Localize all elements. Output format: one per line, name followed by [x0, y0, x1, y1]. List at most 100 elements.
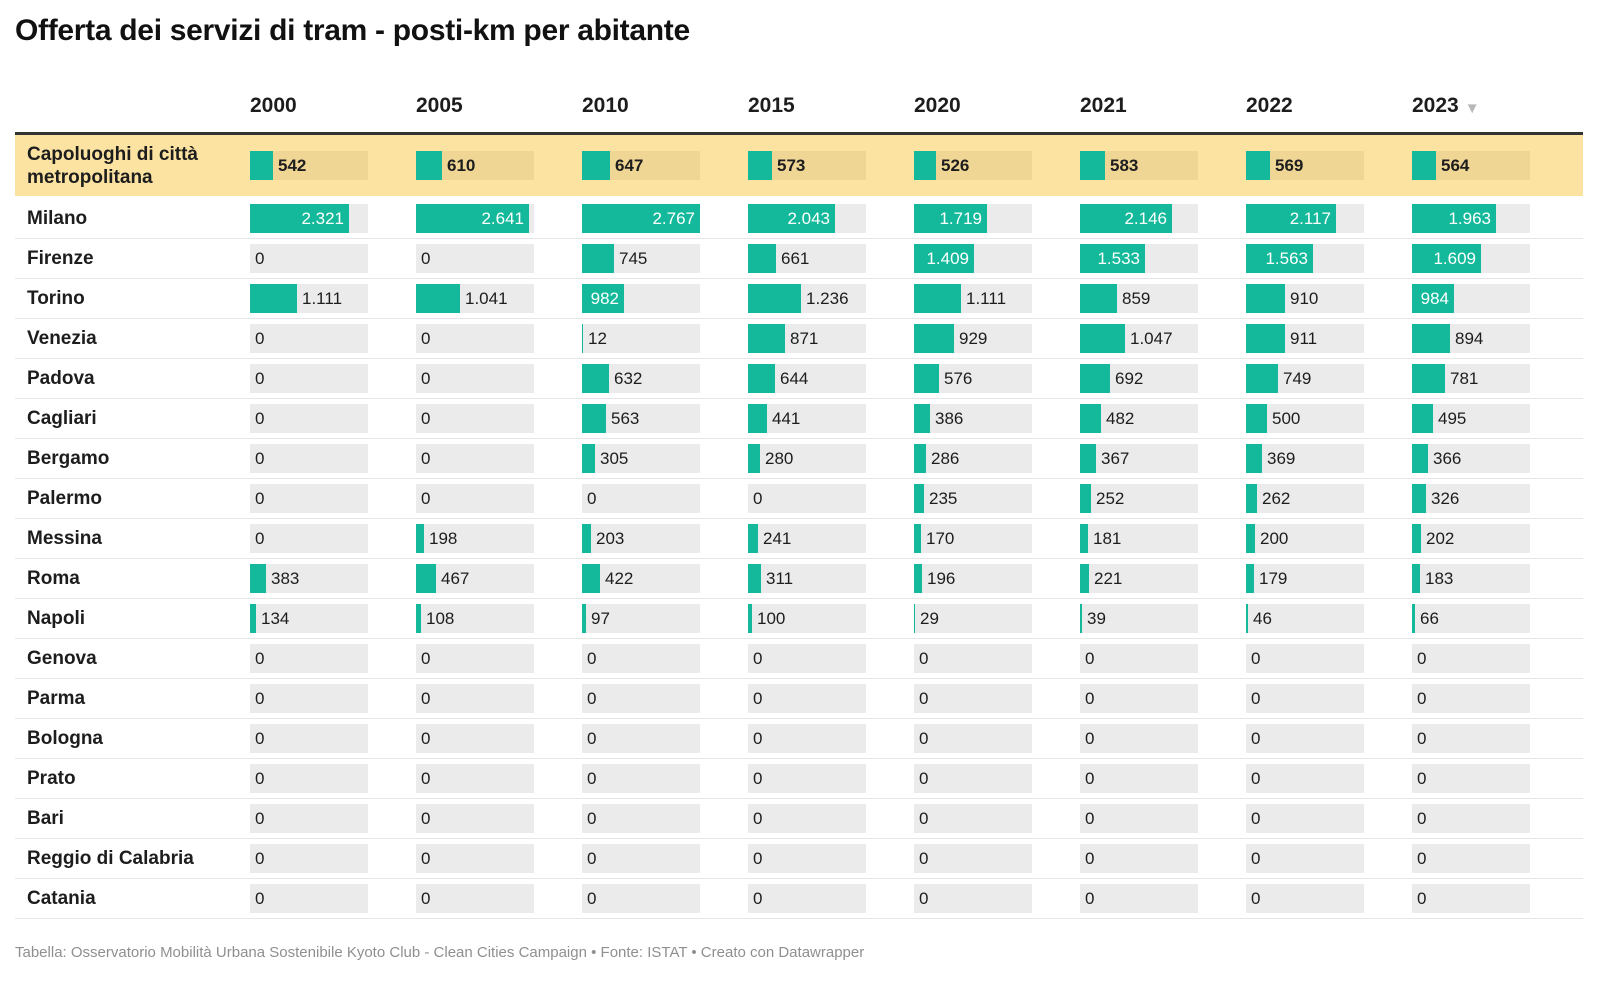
data-bar [1080, 364, 1110, 393]
bar-cell: 0 [582, 719, 700, 758]
bar-value-label: 692 [1115, 368, 1144, 388]
table-row: Genova 0 0 0 0 0 0 0 0 [15, 639, 1583, 679]
bar-track: 0 [582, 684, 700, 713]
data-bar [1080, 524, 1088, 553]
data-bar [582, 444, 595, 473]
bar-value-label: 196 [927, 568, 956, 588]
column-header-2023[interactable]: 2023 ▼ [1412, 94, 1480, 118]
bar-cell: 262 [1246, 479, 1364, 518]
bar-value-label: 221 [1094, 568, 1123, 588]
bar-value-label: 200 [1260, 528, 1289, 548]
bar-track: 280 [748, 444, 866, 473]
column-header-2020[interactable]: 2020 [914, 94, 961, 118]
bar-cell: 0 [914, 839, 1032, 878]
bar-value-label: 29 [920, 608, 939, 628]
bar-track: 0 [1080, 684, 1198, 713]
bar-track: 262 [1246, 484, 1364, 513]
data-bar [1412, 444, 1428, 473]
bar-track: 1.409 [914, 244, 1032, 273]
bar-cell: 383 [250, 559, 368, 598]
bar-value-label: 0 [1417, 888, 1427, 908]
bar-track: 0 [914, 724, 1032, 753]
bar-cell: 0 [748, 799, 866, 838]
bar-cell: 1.963 [1412, 199, 1530, 238]
data-bar [1080, 604, 1082, 633]
bar-value-label: 984 [1420, 288, 1449, 308]
table-row: Venezia 0 0 12 871 929 1.047 911 894 [15, 319, 1583, 359]
bar-track: 326 [1412, 484, 1530, 513]
data-bar [1412, 204, 1496, 233]
bar-cell: 859 [1080, 279, 1198, 318]
bar-cell: 564 [1412, 135, 1530, 196]
bar-track: 1.563 [1246, 244, 1364, 273]
data-bar [1080, 204, 1172, 233]
data-bar [748, 364, 775, 393]
bar-value-label: 0 [753, 488, 763, 508]
table-row: Roma 383 467 422 311 196 221 179 183 [15, 559, 1583, 599]
bar-cell: 183 [1412, 559, 1530, 598]
bar-value-label: 39 [1087, 608, 1106, 628]
data-bar [416, 204, 529, 233]
bar-track: 0 [914, 884, 1032, 913]
bar-value-label: 0 [255, 688, 265, 708]
bar-cell: 745 [582, 239, 700, 278]
bar-track: 2.043 [748, 204, 866, 233]
bar-value-label: 386 [935, 408, 964, 428]
bar-value-label: 0 [1417, 768, 1427, 788]
bar-track: 0 [1080, 724, 1198, 753]
bar-cell: 0 [416, 639, 534, 678]
data-bar [1246, 564, 1254, 593]
column-header-2015[interactable]: 2015 [748, 94, 795, 118]
bar-track: 0 [416, 244, 534, 273]
data-bar [250, 564, 266, 593]
data-bar [582, 564, 600, 593]
bar-value-label: 0 [587, 888, 597, 908]
row-label: Bari [27, 807, 64, 829]
bar-track: 573 [748, 151, 866, 180]
table-row: Prato 0 0 0 0 0 0 0 0 [15, 759, 1583, 799]
data-bar [1246, 444, 1262, 473]
table-body: Capoluoghi di città metropolitana 542 610 6… [15, 135, 1583, 919]
bar-track: 0 [1246, 884, 1364, 913]
data-bar [582, 604, 586, 633]
bar-cell: 0 [582, 759, 700, 798]
data-bar [416, 604, 421, 633]
bar-value-label: 500 [1272, 408, 1301, 428]
bar-track: 0 [1080, 884, 1198, 913]
column-header-2022[interactable]: 2022 [1246, 94, 1293, 118]
column-header-2021[interactable]: 2021 [1080, 94, 1127, 118]
column-header-2005[interactable]: 2005 [416, 94, 463, 118]
bar-cell: 0 [250, 839, 368, 878]
data-bar [1412, 604, 1415, 633]
column-header-2010[interactable]: 2010 [582, 94, 629, 118]
bar-cell: 661 [748, 239, 866, 278]
bar-value-label: 0 [421, 808, 431, 828]
bar-value-label: 311 [766, 568, 794, 588]
bar-value-label: 661 [781, 248, 810, 268]
bar-value-label: 108 [426, 608, 455, 628]
bar-cell: 632 [582, 359, 700, 398]
bar-cell: 0 [1246, 719, 1364, 758]
bar-track: 0 [748, 724, 866, 753]
column-header-2000[interactable]: 2000 [250, 94, 297, 118]
bar-track: 495 [1412, 404, 1530, 433]
bar-value-label: 0 [421, 248, 431, 268]
bar-value-label: 0 [1417, 848, 1427, 868]
data-bar [1080, 324, 1125, 353]
bar-track: 644 [748, 364, 866, 393]
bar-value-label: 929 [959, 328, 988, 348]
bar-value-label: 422 [605, 568, 634, 588]
bar-value-label: 0 [753, 648, 763, 668]
bar-cell: 644 [748, 359, 866, 398]
bar-cell: 0 [1246, 679, 1364, 718]
sort-descending-icon[interactable]: ▼ [1464, 99, 1480, 117]
bar-track: 66 [1412, 604, 1530, 633]
bar-cell: 929 [914, 319, 1032, 358]
data-bar [914, 564, 922, 593]
bar-cell: 749 [1246, 359, 1364, 398]
data-bar [582, 404, 606, 433]
bar-track: 1.236 [748, 284, 866, 313]
bar-cell: 0 [250, 319, 368, 358]
bar-cell: 235 [914, 479, 1032, 518]
bar-track: 422 [582, 564, 700, 593]
